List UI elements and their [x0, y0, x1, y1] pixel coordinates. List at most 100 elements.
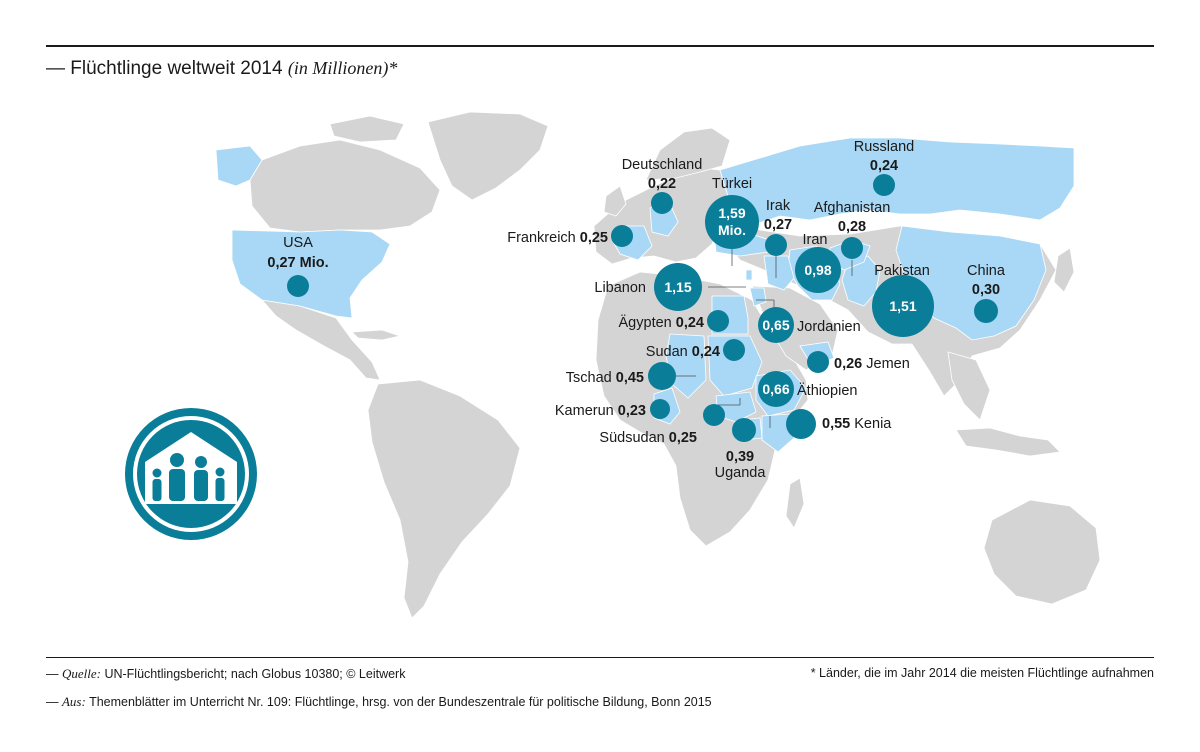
country-name-iran: Iran [803, 232, 828, 248]
country-value-usa: 0,27 Mio. [267, 255, 328, 271]
country-name-deutschland: Deutschland [622, 157, 703, 173]
japan-shape [1053, 247, 1075, 293]
jordan-highlight [749, 287, 767, 307]
label-usa: USA [283, 235, 313, 251]
label-aegypten: Ägypten 0,24 [619, 314, 704, 331]
usa-highlight [231, 229, 391, 319]
label-irak: Irak [766, 198, 791, 214]
country-value-uganda: 0,39 [726, 449, 754, 465]
bubble-kenia [786, 409, 816, 439]
label-frankreich: Frankreich 0,25 [507, 230, 608, 246]
country-name-sudan: Sudan [646, 344, 688, 360]
bubble-sudan [723, 339, 745, 361]
label-layer: USA 0,27 Mio. Frankreich 0,25 Deutschland 0,… [267, 139, 1006, 481]
pakistan-highlight [841, 255, 881, 307]
country-name-tuerkei: Türkei [712, 176, 752, 192]
label-libanon: Libanon [594, 280, 646, 296]
bubble-usa [287, 275, 309, 297]
label-uganda: 0,39 [726, 449, 754, 465]
leader-lines [676, 248, 853, 428]
bubble-frankreich [611, 225, 633, 247]
bubble-libanon [654, 263, 702, 311]
country-name-uganda: Uganda [715, 465, 767, 481]
country-name-afghanistan: Afghanistan [814, 200, 891, 216]
country-name-jemen: Jemen [866, 356, 910, 372]
bubble-value-aethiopien: 0,66 [762, 381, 789, 397]
label-iran: Iran [803, 232, 828, 248]
label-china: China [967, 263, 1006, 279]
country-name-usa: USA [283, 235, 313, 251]
bubble-value-libanon: 1,15 [664, 279, 691, 295]
country-value-kamerun: 0,23 [618, 403, 646, 419]
label-afghanistan: Afghanistan [814, 200, 891, 216]
country-value-deutschland: 0,22 [648, 176, 676, 192]
country-name-libanon: Libanon [594, 280, 646, 296]
chad-highlight [665, 333, 707, 399]
footnote: * Länder, die im Jahr 2014 die meisten F… [810, 666, 1154, 680]
title-asterisk: * [388, 58, 398, 78]
country-value-irak: 0,27 [764, 217, 792, 233]
alaska-highlight [215, 145, 263, 187]
page-title: — Flüchtlinge weltweit 2014 (in Millione… [46, 58, 397, 80]
country-value-afghanistan: 0,28 [838, 219, 866, 235]
from-label: Aus: [61, 694, 86, 709]
australia-shape [983, 499, 1101, 605]
label-russland: Russland [854, 139, 914, 155]
country-name-tschad: Tschad [566, 370, 612, 386]
source-label: Quelle: [61, 666, 101, 681]
source-line: — Quelle: UN-Flüchtlingsbericht; nach Gl… [46, 666, 406, 681]
bubble-unit-tuerkei: Mio. [718, 222, 746, 238]
country-value-aegypten: 0,24 [676, 315, 704, 331]
africa-shape [595, 271, 809, 547]
bubble-tschad [648, 362, 676, 390]
from-line: — Aus: Themenblätter im Unterricht Nr. 1… [46, 694, 712, 709]
south-america-shape [367, 379, 521, 619]
sudan-highlight [707, 335, 763, 397]
bubble-tuerkei [705, 195, 759, 249]
country-name-pakistan: Pakistan [874, 263, 930, 279]
iraq-highlight [763, 255, 795, 291]
label-aethiopien: Äthiopien [797, 382, 857, 399]
label-pakistan: Pakistan [874, 263, 930, 279]
country-name-suedsudan: Südsudan [599, 430, 664, 446]
label-sudan: Sudan 0,24 [646, 344, 720, 360]
country-value-sudan: 0,24 [692, 344, 720, 360]
bubble-deutschland [651, 192, 673, 214]
madagascar-shape [785, 477, 805, 529]
country-name-frankreich: Frankreich [507, 230, 576, 246]
source-text: UN-Flüchtlingsbericht; nach Globus 10380… [104, 667, 406, 681]
label-afghanistan-1: 0,28 [838, 219, 866, 235]
label-irak-1: 0,27 [764, 217, 792, 233]
country-name-kamerun: Kamerun [555, 403, 614, 419]
bubble-value-jordanien: 0,65 [762, 317, 789, 333]
country-value-kenia: 0,55 [822, 416, 850, 432]
bubble-afghanistan [841, 237, 863, 259]
bubble-suedsudan [703, 404, 725, 426]
bubble-value-pakistan: 1,51 [889, 298, 916, 314]
caribbean-shape [351, 329, 402, 341]
lebanon-highlight [745, 269, 753, 281]
label-suedsudan: Südsudan 0,25 [599, 430, 697, 446]
uk-shape [603, 185, 627, 217]
greenland-shape [427, 111, 549, 201]
label-tschad: Tschad 0,45 [566, 370, 644, 386]
bubble-aethiopien [758, 371, 794, 407]
bubble-russland [873, 174, 895, 196]
bubble-china [974, 299, 998, 323]
scandinavia-shape [645, 127, 731, 181]
bubble-value-tuerkei: 1,59 [718, 205, 745, 221]
country-name-russland: Russland [854, 139, 914, 155]
country-name-china: China [967, 263, 1006, 279]
country-value-jemen: 0,26 [834, 356, 862, 372]
country-value-suedsudan: 0,25 [669, 430, 697, 446]
title-unit: (in Millionen) [287, 58, 389, 78]
label-kamerun: Kamerun 0,23 [555, 403, 646, 419]
bottom-rule [46, 657, 1154, 658]
country-name-kenia: Kenia [854, 416, 892, 432]
label-deutschland: Deutschland [622, 157, 703, 173]
country-value-tschad: 0,45 [616, 370, 644, 386]
country-name-jordanien: Jordanien [797, 319, 861, 335]
southeast-asia-shape [947, 351, 991, 421]
bubble-iran [795, 247, 841, 293]
